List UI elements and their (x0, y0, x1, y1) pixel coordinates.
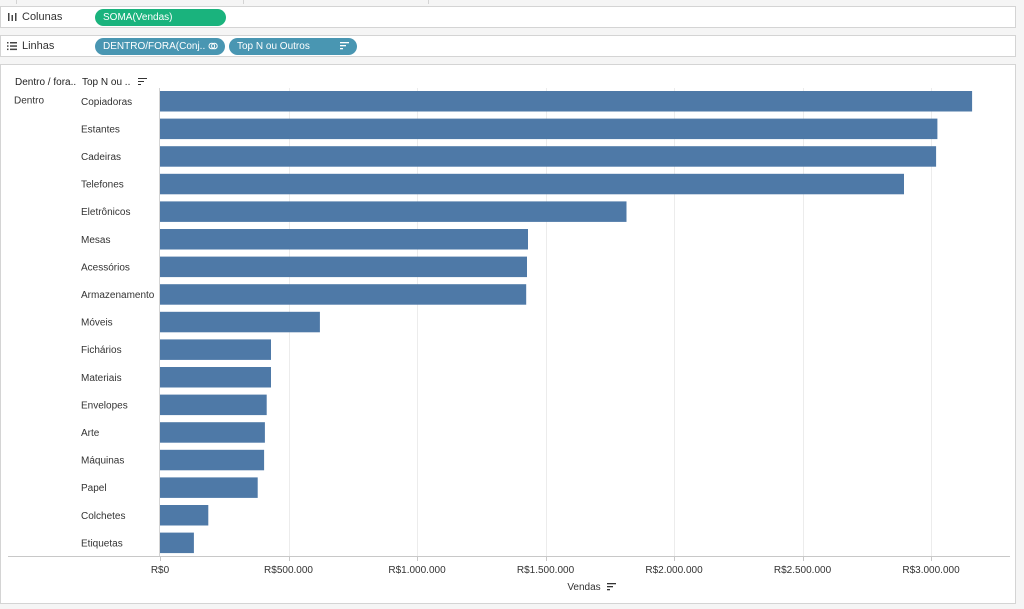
category-label: Armazenamento (81, 290, 155, 301)
x-tick-label: R$2.500.000 (774, 565, 832, 576)
axis-sort-icon (607, 583, 616, 585)
category-label: Arte (81, 428, 100, 439)
bar (160, 311, 320, 333)
rows-icon (7, 41, 17, 51)
category-label: Cadeiras (81, 152, 121, 163)
group-label-dentro: Dentro (14, 95, 44, 106)
category-label: Etiquetas (81, 538, 123, 549)
rows-label: Linhas (22, 40, 55, 52)
category-label: Estantes (81, 124, 120, 135)
category-label: Papel (81, 483, 107, 494)
bar (160, 532, 194, 554)
x-tick-label: R$2.000.000 (645, 565, 703, 576)
category-label: Envelopes (81, 400, 128, 411)
x-tick-label: R$500.000 (264, 565, 313, 576)
pill-soma-vendas[interactable]: SOMA(Vendas) (95, 9, 226, 26)
category-label: Móveis (81, 318, 113, 329)
axis-sort-icon (607, 586, 613, 588)
pill-dentro-fora[interactable]: DENTRO/FORA(Conj.. (95, 38, 225, 55)
header-dentro-fora[interactable]: Dentro / fora.. (15, 77, 77, 88)
x-tick-label: R$1.000.000 (388, 565, 446, 576)
category-label: Fichários (81, 345, 122, 356)
sort-desc-icon (340, 41, 350, 51)
bar (160, 284, 527, 305)
bar (160, 449, 265, 471)
x-axis-title: Vendas (567, 582, 600, 593)
category-label: Materiais (81, 373, 122, 384)
axis-sort-icon (607, 589, 610, 591)
bar (160, 256, 527, 278)
bar (160, 477, 258, 498)
columns-icon (7, 12, 17, 22)
category-label: Máquinas (81, 456, 124, 467)
bar (160, 422, 265, 443)
bar (160, 146, 937, 167)
category-label: Acessórios (81, 262, 130, 273)
set-icon (208, 41, 218, 51)
bar (160, 505, 209, 526)
category-label: Colchetes (81, 511, 125, 522)
pill-top-n[interactable]: Top N ou Outros (229, 38, 357, 55)
bar (160, 367, 271, 388)
columns-shelf[interactable]: Colunas SOMA(Vendas) (0, 6, 1016, 28)
bar (160, 91, 973, 112)
rows-shelf[interactable]: Linhas DENTRO/FORA(Conj.. Top N ou Outro… (0, 35, 1016, 57)
category-label: Copiadoras (81, 97, 132, 108)
columns-shelf-label: Colunas (1, 7, 91, 27)
x-tick-label: R$0 (151, 565, 170, 576)
top-strip (0, 0, 1024, 4)
x-tick-label: R$1.500.000 (517, 565, 575, 576)
header-top-n[interactable]: Top N ou .. (82, 77, 131, 88)
category-label: Mesas (81, 235, 110, 246)
bar (160, 173, 904, 195)
bar (160, 339, 271, 360)
category-label: Eletrônicos (81, 207, 130, 218)
rows-shelf-label: Linhas (1, 36, 91, 56)
bar (160, 394, 267, 416)
bar (160, 118, 938, 140)
bar (160, 229, 528, 250)
x-tick-label: R$3.000.000 (902, 565, 960, 576)
columns-label: Colunas (22, 11, 63, 23)
header-sort-icon[interactable] (138, 78, 147, 86)
bar (160, 201, 627, 222)
category-label: Telefones (81, 180, 124, 191)
